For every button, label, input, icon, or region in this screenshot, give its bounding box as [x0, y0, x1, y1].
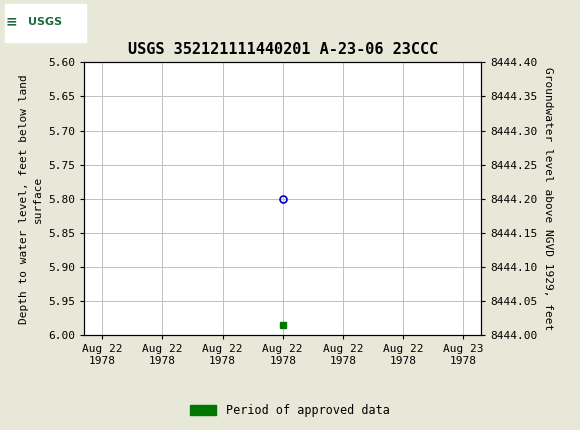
Text: ≡: ≡: [6, 15, 17, 29]
Y-axis label: Groundwater level above NGVD 1929, feet: Groundwater level above NGVD 1929, feet: [543, 67, 553, 331]
Title: USGS 352121111440201 A-23-06 23CCC: USGS 352121111440201 A-23-06 23CCC: [128, 42, 438, 57]
FancyBboxPatch shape: [5, 3, 86, 42]
Y-axis label: Depth to water level, feet below land
surface: Depth to water level, feet below land su…: [19, 74, 42, 324]
Legend: Period of approved data: Period of approved data: [186, 399, 394, 422]
Text: USGS: USGS: [28, 17, 62, 27]
